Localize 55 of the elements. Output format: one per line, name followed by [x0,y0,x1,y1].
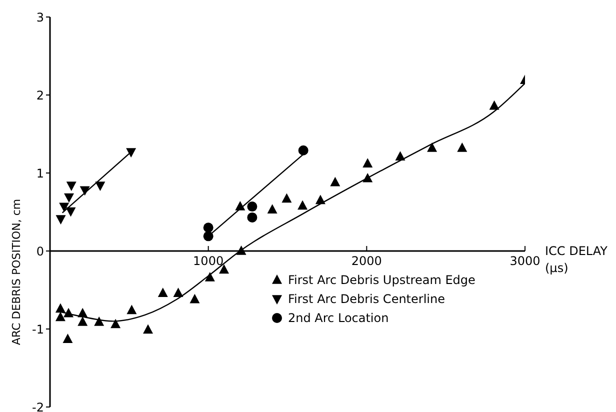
point [247,202,258,212]
y-tick-label: 1 [36,166,44,180]
point [190,294,200,304]
point [94,316,104,326]
point [282,193,292,203]
point [298,145,308,156]
point [62,334,73,343]
point [55,312,66,322]
point [457,142,468,152]
legend-label: First Arc Debris Centerline [288,292,445,306]
point [315,194,326,204]
point [235,201,246,210]
x-tick-label: 3000 [510,254,540,268]
point [55,303,66,313]
point [59,202,70,212]
point [203,231,214,242]
point [126,148,136,158]
point [362,158,373,168]
point [298,200,308,210]
point [126,304,137,314]
x-tick-label: 2000 [351,254,382,268]
y-tick-label: 0 [36,244,44,258]
point [395,151,406,160]
point [173,288,184,297]
point [267,204,278,214]
point [66,182,76,191]
y-tick-label: 3 [36,10,44,24]
point [56,215,66,225]
legend-label: 2nd Arc Location [288,310,389,324]
point [158,288,168,297]
x-tick-label: 1000 [193,254,224,268]
point [78,308,88,318]
y-tick-label: -1 [32,322,44,336]
point [427,142,438,152]
point [110,318,121,328]
y-tick-label: 2 [36,88,44,102]
y-axis-title: ARC DEBRIS POSITION, cm [10,198,23,346]
point [330,176,340,186]
point [80,186,90,196]
point [95,182,106,191]
point [362,172,373,182]
point [247,212,258,222]
legend-label: First Arc Debris Upstream Edge [288,272,476,286]
point [219,264,230,274]
point [489,100,500,110]
point [66,207,76,217]
point [64,308,74,318]
point [203,222,214,233]
point [236,246,246,255]
point [64,193,74,203]
point [143,324,154,334]
point [78,316,88,326]
point [204,272,215,282]
x-axis-title: ICC DELAY (μs) [545,243,609,277]
y-tick-label: -2 [32,400,44,412]
